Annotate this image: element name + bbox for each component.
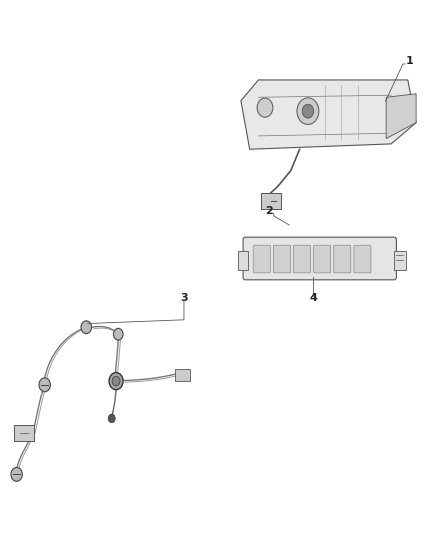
FancyBboxPatch shape [175, 369, 190, 381]
FancyBboxPatch shape [243, 237, 396, 280]
Circle shape [109, 373, 123, 390]
Polygon shape [241, 80, 416, 149]
Text: 3: 3 [180, 294, 188, 303]
FancyBboxPatch shape [314, 245, 331, 273]
Circle shape [81, 321, 92, 334]
Circle shape [39, 378, 50, 392]
FancyBboxPatch shape [14, 425, 34, 441]
FancyBboxPatch shape [293, 245, 311, 273]
FancyBboxPatch shape [238, 251, 248, 270]
FancyBboxPatch shape [334, 245, 351, 273]
Circle shape [302, 104, 314, 118]
FancyBboxPatch shape [273, 245, 290, 273]
FancyBboxPatch shape [253, 245, 270, 273]
Circle shape [257, 98, 273, 117]
Circle shape [113, 328, 123, 340]
Circle shape [112, 376, 120, 386]
Text: 2: 2 [265, 206, 273, 215]
FancyBboxPatch shape [261, 193, 281, 209]
FancyBboxPatch shape [354, 245, 371, 273]
FancyBboxPatch shape [394, 251, 406, 270]
Text: 1: 1 [406, 56, 413, 66]
Circle shape [11, 467, 22, 481]
Text: 4: 4 [309, 294, 317, 303]
Polygon shape [386, 94, 416, 139]
Circle shape [108, 414, 115, 423]
Circle shape [297, 98, 319, 125]
